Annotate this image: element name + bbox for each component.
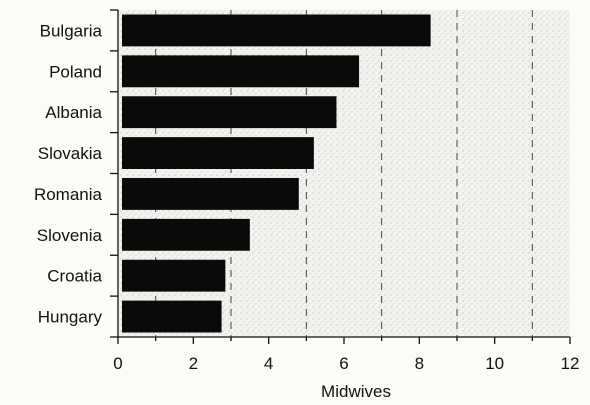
x-tick-label: 12 <box>561 354 580 373</box>
category-label: Poland <box>49 62 102 81</box>
bar-slovakia <box>122 137 314 170</box>
bar-hungary <box>122 300 222 333</box>
bar-poland <box>122 55 360 88</box>
category-label: Slovenia <box>37 226 103 245</box>
bars-group <box>122 14 431 333</box>
bar-romania <box>122 177 299 210</box>
x-tick-label: 0 <box>113 354 122 373</box>
category-label: Hungary <box>38 308 103 327</box>
category-label: Slovakia <box>38 144 103 163</box>
x-tick-label: 10 <box>485 354 504 373</box>
labels-group: Bulgaria Poland Albania Slovakia Romania Slov… <box>34 21 580 373</box>
category-label: Romania <box>34 185 103 204</box>
category-label: Bulgaria <box>40 21 103 40</box>
category-label: Albania <box>45 103 102 122</box>
x-tick-label: 4 <box>264 354 273 373</box>
x-tick-label: 2 <box>189 354 198 373</box>
bar-bulgaria <box>122 14 431 47</box>
axes-group <box>110 9 571 344</box>
x-axis-label: Midwives <box>321 382 391 401</box>
bar-slovenia <box>122 218 250 251</box>
x-tick-label: 6 <box>339 354 348 373</box>
bar-croatia <box>122 259 226 292</box>
category-label: Croatia <box>47 267 102 286</box>
x-tick-label: 8 <box>415 354 424 373</box>
bar-albania <box>122 96 337 129</box>
